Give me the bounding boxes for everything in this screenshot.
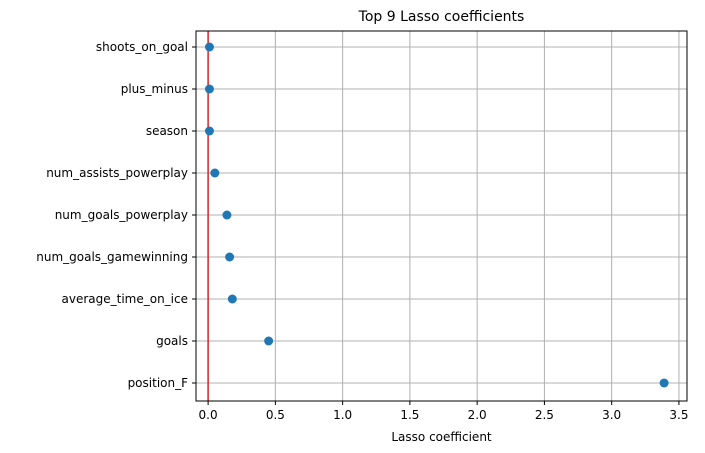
x-tick-label: 1.0 xyxy=(333,408,352,422)
data-point xyxy=(264,336,274,346)
x-tick-label: 3.0 xyxy=(602,408,621,422)
x-tick-label: 1.5 xyxy=(400,408,419,422)
y-tick-label: goals xyxy=(156,334,188,348)
x-tick-label: 0.0 xyxy=(199,408,218,422)
y-tick-label: position_F xyxy=(128,376,189,390)
x-axis-label: Lasso coefficient xyxy=(391,430,492,444)
chart-title: Top 9 Lasso coefficients xyxy=(358,9,525,25)
y-tick-label: plus_minus xyxy=(121,82,188,96)
x-tick-label: 0.5 xyxy=(266,408,285,422)
data-point xyxy=(227,294,237,304)
plot-frame xyxy=(195,30,688,402)
grid-lines xyxy=(196,31,687,401)
data-point xyxy=(204,84,214,94)
y-tick-label: average_time_on_ice xyxy=(62,292,189,306)
x-tick-label: 2.5 xyxy=(535,408,554,422)
y-tick-label: num_goals_gamewinning xyxy=(36,250,188,264)
x-tick-label: 2.0 xyxy=(468,408,487,422)
y-tick-label: num_assists_powerplay xyxy=(46,166,188,180)
x-axis-ticks: 0.0 0.5 1.0 1.5 2.0 2.5 3.0 3.5 xyxy=(199,401,688,422)
y-tick-label: shoots_on_goal xyxy=(96,40,188,54)
data-point xyxy=(210,168,220,178)
data-point xyxy=(222,210,232,220)
data-points xyxy=(204,42,669,388)
data-point xyxy=(204,42,214,52)
data-point xyxy=(225,252,235,262)
x-tick-label: 3.5 xyxy=(669,408,688,422)
data-point xyxy=(204,126,214,136)
y-tick-label: num_goals_powerplay xyxy=(55,208,188,222)
y-tick-label: season xyxy=(146,124,188,138)
data-point xyxy=(659,378,669,388)
